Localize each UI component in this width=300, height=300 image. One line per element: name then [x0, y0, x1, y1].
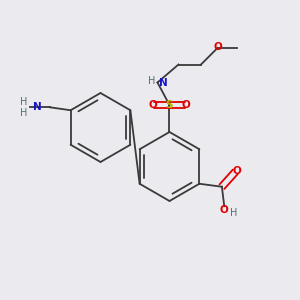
Text: O: O: [213, 42, 222, 52]
Text: O: O: [148, 100, 158, 110]
Text: O: O: [219, 205, 228, 215]
Text: N: N: [159, 77, 167, 88]
Text: O: O: [182, 100, 190, 110]
Text: H: H: [148, 76, 156, 86]
Text: O: O: [232, 166, 241, 176]
Text: H: H: [20, 97, 28, 107]
Text: H: H: [230, 208, 237, 218]
Text: N: N: [32, 102, 41, 112]
Text: S: S: [166, 100, 173, 110]
Text: H: H: [20, 108, 28, 118]
